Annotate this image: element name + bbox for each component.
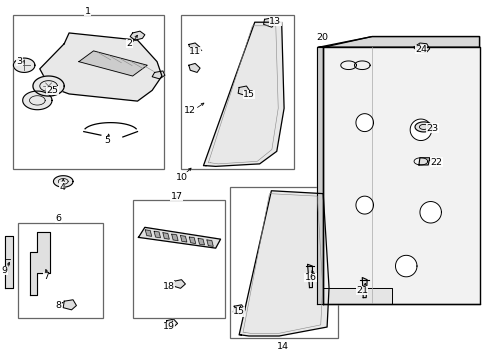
Polygon shape bbox=[356, 196, 373, 214]
Polygon shape bbox=[318, 37, 480, 47]
Text: 5: 5 bbox=[104, 136, 110, 145]
Polygon shape bbox=[189, 237, 196, 243]
Text: 10: 10 bbox=[175, 173, 188, 182]
Polygon shape bbox=[233, 305, 245, 314]
Polygon shape bbox=[419, 158, 430, 165]
Text: 8: 8 bbox=[55, 301, 61, 310]
Text: 3: 3 bbox=[16, 57, 23, 66]
Polygon shape bbox=[410, 119, 432, 140]
Polygon shape bbox=[172, 234, 178, 240]
Polygon shape bbox=[318, 47, 323, 304]
Polygon shape bbox=[264, 18, 275, 27]
Text: 7: 7 bbox=[43, 272, 49, 281]
Polygon shape bbox=[356, 114, 373, 132]
Polygon shape bbox=[189, 63, 200, 72]
Text: 1: 1 bbox=[85, 7, 91, 16]
Polygon shape bbox=[173, 280, 185, 288]
Polygon shape bbox=[40, 33, 162, 101]
Polygon shape bbox=[33, 76, 64, 96]
Polygon shape bbox=[154, 231, 160, 238]
Polygon shape bbox=[323, 37, 480, 47]
Polygon shape bbox=[189, 43, 200, 51]
Text: 17: 17 bbox=[171, 192, 183, 201]
Text: 24: 24 bbox=[415, 45, 427, 54]
Polygon shape bbox=[239, 191, 329, 336]
Text: 6: 6 bbox=[55, 214, 61, 223]
Polygon shape bbox=[63, 300, 76, 310]
Polygon shape bbox=[308, 264, 313, 288]
Text: 2: 2 bbox=[127, 39, 133, 48]
Polygon shape bbox=[79, 51, 147, 76]
Text: 15: 15 bbox=[233, 307, 245, 316]
Text: 19: 19 bbox=[163, 322, 175, 331]
Polygon shape bbox=[180, 235, 187, 242]
Polygon shape bbox=[323, 47, 480, 304]
Polygon shape bbox=[198, 238, 204, 245]
Polygon shape bbox=[323, 288, 392, 304]
Polygon shape bbox=[146, 230, 152, 236]
Text: 16: 16 bbox=[304, 273, 317, 282]
Polygon shape bbox=[4, 235, 13, 288]
Polygon shape bbox=[166, 319, 177, 328]
Polygon shape bbox=[23, 91, 52, 110]
Polygon shape bbox=[152, 71, 165, 79]
Text: 12: 12 bbox=[184, 106, 196, 115]
Bar bbox=[133, 200, 225, 318]
Polygon shape bbox=[30, 232, 49, 295]
Bar bbox=[230, 187, 338, 338]
Text: 22: 22 bbox=[431, 158, 442, 167]
Polygon shape bbox=[414, 43, 430, 53]
Polygon shape bbox=[362, 278, 367, 298]
Polygon shape bbox=[238, 86, 250, 95]
Polygon shape bbox=[163, 233, 169, 239]
Polygon shape bbox=[420, 202, 441, 223]
Text: 18: 18 bbox=[163, 282, 175, 291]
Polygon shape bbox=[139, 227, 220, 248]
Text: 15: 15 bbox=[243, 90, 255, 99]
Text: 9: 9 bbox=[1, 266, 8, 275]
Bar bbox=[18, 223, 103, 318]
Polygon shape bbox=[53, 176, 73, 187]
Bar bbox=[181, 15, 294, 169]
Polygon shape bbox=[207, 240, 213, 246]
Polygon shape bbox=[395, 255, 417, 277]
Polygon shape bbox=[415, 122, 433, 132]
Text: 11: 11 bbox=[189, 47, 201, 56]
Text: 4: 4 bbox=[59, 183, 65, 192]
Polygon shape bbox=[130, 31, 145, 40]
Polygon shape bbox=[13, 58, 35, 72]
Text: 13: 13 bbox=[269, 17, 281, 26]
Text: 25: 25 bbox=[47, 86, 58, 95]
Text: 14: 14 bbox=[277, 342, 289, 351]
Text: 21: 21 bbox=[356, 286, 368, 295]
Text: 20: 20 bbox=[316, 33, 328, 42]
Polygon shape bbox=[203, 22, 284, 166]
Bar bbox=[13, 15, 164, 169]
Text: 23: 23 bbox=[427, 123, 439, 132]
